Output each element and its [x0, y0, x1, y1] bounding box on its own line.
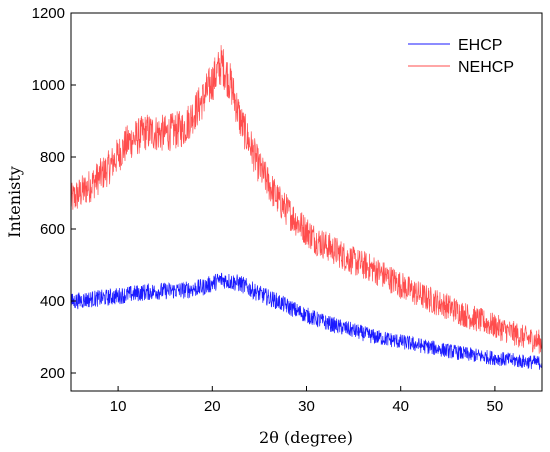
y-tick-label-1000: 1000: [32, 77, 65, 94]
ticks-layer: 10 20 30 40 50 200 400 600 800 1000 1200: [32, 5, 504, 415]
x-tick-label-10: 10: [110, 398, 127, 415]
legend-label-ehcp: EHCP: [458, 37, 502, 54]
series-line-ehcp: [70, 272, 543, 370]
legend-label-nehcp: NEHCP: [458, 59, 514, 76]
y-axis-label: Intenisty: [5, 166, 24, 238]
legend: EHCP NEHCP: [408, 37, 514, 76]
x-tick-label-20: 20: [204, 398, 221, 415]
y-tick-label-800: 800: [40, 149, 65, 166]
y-tick-label-600: 600: [40, 221, 65, 238]
x-tick-label-40: 40: [392, 398, 409, 415]
y-tick-label-400: 400: [40, 293, 65, 310]
y-tick-label-1200: 1200: [32, 5, 65, 22]
x-tick-label-30: 30: [298, 398, 315, 415]
x-axis-label: 2θ (degree): [259, 428, 353, 447]
series-layer: [70, 45, 543, 370]
y-tick-label-200: 200: [40, 365, 65, 382]
x-tick-label-50: 50: [487, 398, 504, 415]
series-line-nehcp: [70, 45, 543, 354]
